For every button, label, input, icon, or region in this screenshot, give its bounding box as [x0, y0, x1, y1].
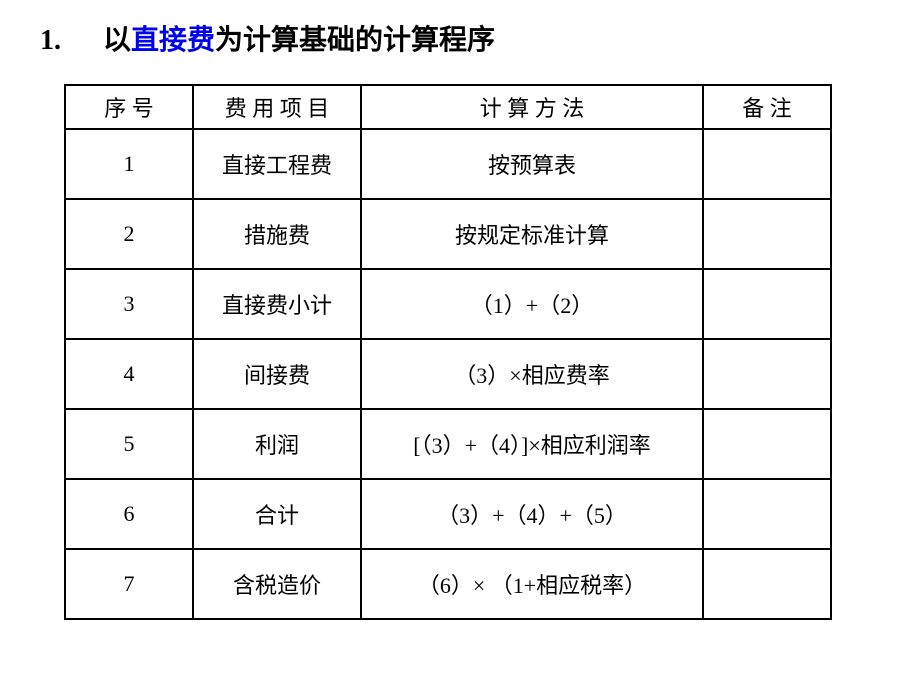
cell-item: 措施费	[193, 199, 361, 269]
cell-method: [（3）+（4）]×相应利润率	[361, 409, 703, 479]
cell-note	[703, 409, 831, 479]
cell-note	[703, 479, 831, 549]
cell-item: 间接费	[193, 339, 361, 409]
cell-seq: 2	[65, 199, 193, 269]
cell-seq: 4	[65, 339, 193, 409]
cell-note	[703, 269, 831, 339]
cell-item: 利润	[193, 409, 361, 479]
header-note: 备 注	[703, 85, 831, 129]
table-row: 3 直接费小计 （1）+（2）	[65, 269, 831, 339]
table-header-row: 序 号 费 用 项 目 计 算 方 法 备 注	[65, 85, 831, 129]
cell-seq: 5	[65, 409, 193, 479]
table-row: 2 措施费 按规定标准计算	[65, 199, 831, 269]
calculation-table: 序 号 费 用 项 目 计 算 方 法 备 注 1 直接工程费 按预算表 2 措…	[64, 84, 832, 620]
table-row: 6 合计 （3）+（4）+（5）	[65, 479, 831, 549]
cell-method: （3）+（4）+（5）	[361, 479, 703, 549]
header-method: 计 算 方 法	[361, 85, 703, 129]
cell-note	[703, 129, 831, 199]
page-title: 1. 以直接费为计算基础的计算程序	[40, 18, 884, 58]
table-row: 7 含税造价 （6）× （1+相应税率）	[65, 549, 831, 619]
cell-method: 按预算表	[361, 129, 703, 199]
header-seq: 序 号	[65, 85, 193, 129]
cell-item: 直接费小计	[193, 269, 361, 339]
cell-note	[703, 549, 831, 619]
header-item: 费 用 项 目	[193, 85, 361, 129]
cell-seq: 3	[65, 269, 193, 339]
cell-seq: 6	[65, 479, 193, 549]
title-post: 为计算基础的计算程序	[215, 25, 495, 56]
cell-item: 合计	[193, 479, 361, 549]
cell-note	[703, 199, 831, 269]
title-pre: 以	[103, 25, 131, 56]
cell-item: 直接工程费	[193, 129, 361, 199]
title-number: 1.	[40, 25, 96, 57]
page-container: 1. 以直接费为计算基础的计算程序 序 号 费 用 项 目 计 算 方 法 备 …	[0, 0, 920, 620]
table-row: 1 直接工程费 按预算表	[65, 129, 831, 199]
cell-method: （1）+（2）	[361, 269, 703, 339]
cell-seq: 1	[65, 129, 193, 199]
cell-item: 含税造价	[193, 549, 361, 619]
cell-method: （3）×相应费率	[361, 339, 703, 409]
title-highlight: 直接费	[131, 25, 215, 56]
table-row: 5 利润 [（3）+（4）]×相应利润率	[65, 409, 831, 479]
cell-note	[703, 339, 831, 409]
table-row: 4 间接费 （3）×相应费率	[65, 339, 831, 409]
cell-seq: 7	[65, 549, 193, 619]
cell-method: 按规定标准计算	[361, 199, 703, 269]
cell-method: （6）× （1+相应税率）	[361, 549, 703, 619]
